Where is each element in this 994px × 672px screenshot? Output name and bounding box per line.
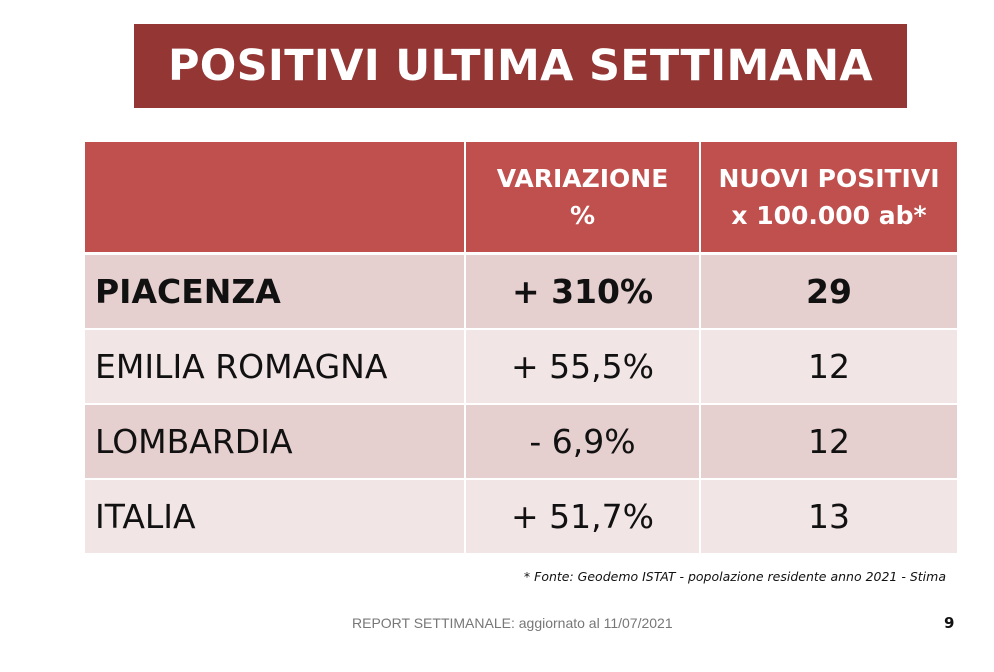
page-number: 9 [944,614,955,632]
row-new-positives: 29 [701,255,957,330]
source-footnote: * Fonte: Geodemo ISTAT - popolazione res… [523,569,946,584]
header-variation-label: VARIAZIONE % [496,164,669,230]
row-variation: + 51,7% [466,480,701,555]
header-new-positives: NUOVI POSITIVI x 100.000 ab* [701,142,957,255]
row-variation: + 55,5% [466,330,701,405]
table-row: LOMBARDIA - 6,9% 12 [85,405,957,480]
row-variation: - 6,9% [466,405,701,480]
page-title: POSITIVI ULTIMA SETTIMANA [167,41,873,91]
header-variation: VARIAZIONE % [466,142,701,255]
row-new-positives: 12 [701,405,957,480]
table-row: ITALIA + 51,7% 13 [85,480,957,555]
row-name: EMILIA ROMAGNA [85,330,466,405]
table-row: EMILIA ROMAGNA + 55,5% 12 [85,330,957,405]
header-empty [85,142,466,255]
row-new-positives: 13 [701,480,957,555]
row-new-positives: 12 [701,330,957,405]
header-new-positives-label: NUOVI POSITIVI x 100.000 ab* [718,164,940,230]
positives-table: VARIAZIONE % NUOVI POSITIVI x 100.000 ab… [85,142,957,555]
table-header-row: VARIAZIONE % NUOVI POSITIVI x 100.000 ab… [85,142,957,255]
report-footer: REPORT SETTIMANALE: aggiornato al 11/07/… [352,615,673,631]
row-variation: + 310% [466,255,701,330]
row-name: ITALIA [85,480,466,555]
title-banner: POSITIVI ULTIMA SETTIMANA [134,24,907,108]
row-name: PIACENZA [85,255,466,330]
row-name: LOMBARDIA [85,405,466,480]
table-row: PIACENZA + 310% 29 [85,255,957,330]
